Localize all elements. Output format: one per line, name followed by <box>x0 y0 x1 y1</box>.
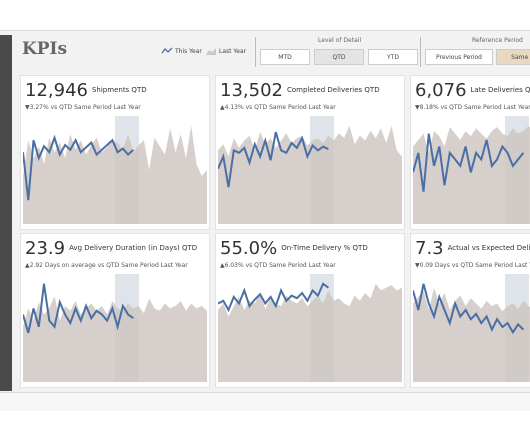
kpi-number: 55.0% <box>220 238 278 259</box>
kpi-number: 13,502 <box>220 80 283 101</box>
toolbar <box>0 392 530 411</box>
last-year-area <box>23 296 207 382</box>
kpi-card: 23.9 Avg Delivery Duration (in Days) QTD ▲… <box>20 233 210 388</box>
legend-area <box>206 48 216 55</box>
kpi-label: On-Time Delivery % QTD <box>281 244 368 252</box>
sparkline <box>218 116 402 224</box>
kpi-comparison: ▼0.09 Days vs QTD Same Period Last Year <box>415 262 530 269</box>
divider <box>255 37 256 67</box>
sparkline <box>413 274 530 382</box>
this-year-line <box>218 282 329 313</box>
kpi-number: 12,946 <box>25 80 88 101</box>
title: KPIs <box>22 39 68 59</box>
kpi-card: 55.0% On-Time Delivery % QTD ▲6.03% vs QTD… <box>215 233 405 388</box>
filter-button[interactable]: MTD <box>260 49 310 65</box>
filter-button[interactable]: Previous Period <box>425 49 493 65</box>
legend-text: Last Year <box>219 48 247 55</box>
kpi-label: Actual vs Expected Delivery <box>447 244 530 252</box>
sparkline <box>218 274 402 382</box>
filter-button[interactable]: QTD <box>314 49 364 65</box>
side-bar <box>0 35 12 391</box>
kpi-number: 23.9 <box>25 238 66 259</box>
divider <box>420 37 421 67</box>
kpi-number: 7.3 <box>415 238 444 259</box>
kpi-number: 6,076 <box>415 80 467 101</box>
kpi-value: 12,946 Shipments QTD <box>25 80 147 101</box>
this-year-line <box>23 134 135 201</box>
this-year-line <box>23 283 134 334</box>
kpi-comparison: ▲4.13% vs QTD Same Period Last Year <box>220 104 336 111</box>
legend-line <box>161 47 173 54</box>
last-year-area <box>218 283 402 382</box>
filter-label: Level of Detail <box>318 37 362 44</box>
kpi-value: 13,502 Completed Deliveries QTD <box>220 80 380 101</box>
kpi-label: Shipments QTD <box>91 86 147 94</box>
sparkline <box>23 274 207 382</box>
this-year-line <box>218 131 329 188</box>
legend: This Year Last Year <box>161 47 247 55</box>
filter-label: Reference Period <box>472 37 523 44</box>
kpi-label: Avg Delivery Duration (in Days) QTD <box>69 244 198 252</box>
legend-text: This Year <box>174 48 202 55</box>
kpi-value: 55.0% On-Time Delivery % QTD <box>220 238 368 259</box>
kpi-label: Completed Deliveries QTD <box>286 86 380 94</box>
kpi-comparison: ▼3.27% vs QTD Same Period Last Year <box>25 104 141 111</box>
kpi-comparison: ▼8.18% vs QTD Same Period Last Year <box>415 104 530 111</box>
last-year-area <box>218 125 402 224</box>
kpi-value: 23.9 Avg Delivery Duration (in Days) QTD <box>25 238 197 259</box>
this-year-line <box>413 283 525 335</box>
filter-button[interactable]: YTD <box>368 49 418 65</box>
kpi-card: 13,502 Completed Deliveries QTD ▲4.13% vs … <box>215 75 405 230</box>
kpi-label: Late Deliveries QTD <box>470 86 530 94</box>
last-year-area <box>413 287 530 382</box>
dashboard: KPIs This Year Last Year Level of Detail… <box>0 30 530 393</box>
sparkline <box>23 116 207 224</box>
sparkline <box>413 116 530 224</box>
this-year-line <box>413 133 525 192</box>
last-year-area <box>23 125 207 224</box>
kpi-comparison: ▲6.03% vs QTD Same Period Last Year <box>220 262 336 269</box>
kpi-comparison: ▲2.92 Days on average vs QTD Same Period… <box>25 262 188 269</box>
filter-button[interactable]: Same Period <box>496 49 530 65</box>
kpi-card: 12,946 Shipments QTD ▼3.27% vs QTD Same Pe… <box>20 75 210 230</box>
